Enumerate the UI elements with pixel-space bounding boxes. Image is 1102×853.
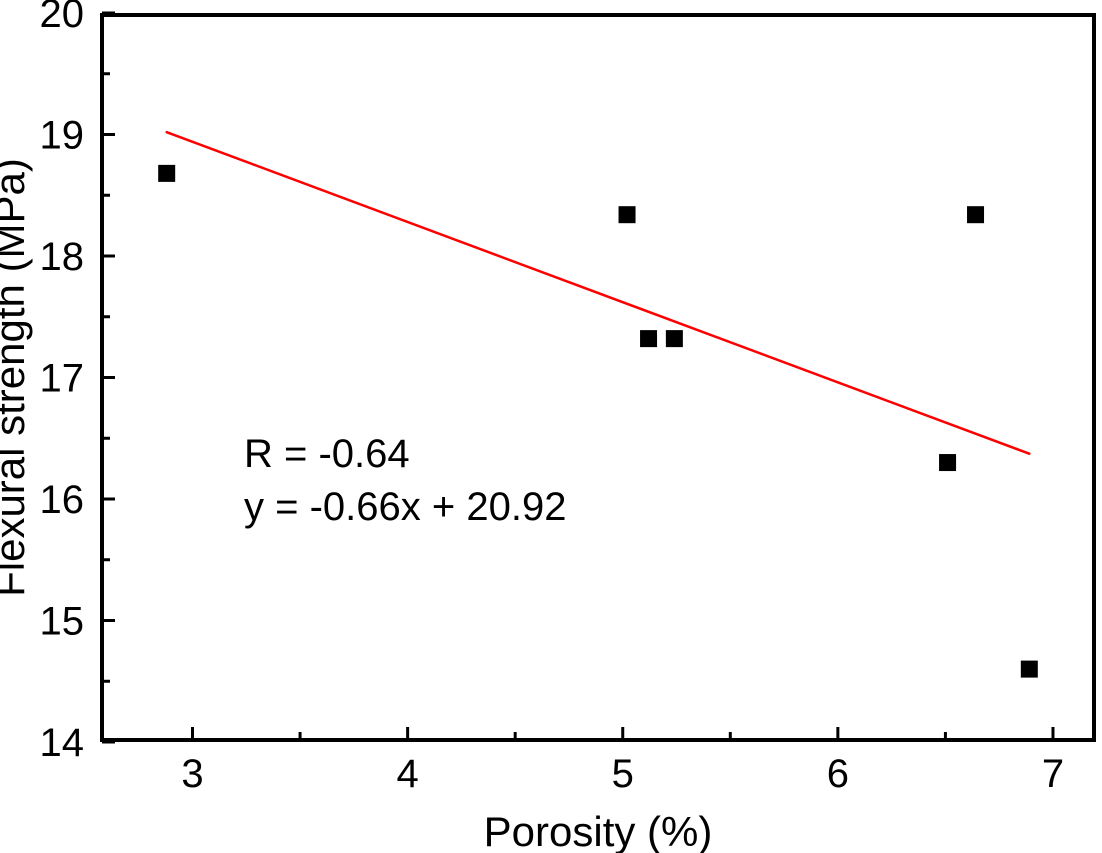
y-axis-title: Flexural strength (MPa)	[0, 158, 33, 597]
data-point	[1020, 660, 1038, 678]
y-tick-label: 18	[40, 235, 85, 279]
y-tick-label: 20	[40, 0, 85, 36]
data-point	[939, 454, 957, 472]
x-axis-title: Porosity (%)	[484, 808, 713, 853]
fit-annotation: R = -0.64 y = -0.66x + 20.92	[244, 428, 566, 534]
x-tick-label: 5	[612, 752, 634, 796]
data-point	[158, 164, 176, 182]
x-tick-label: 7	[1042, 752, 1064, 796]
y-tick-label: 17	[40, 357, 85, 401]
correlation-coefficient-text: R = -0.64	[244, 432, 410, 476]
y-tick-label: 19	[40, 114, 85, 158]
x-tick-label: 6	[827, 752, 849, 796]
x-tick-label: 4	[396, 752, 418, 796]
plot-content: 3 4 5 6 7 14 15 16 17 18 19 20	[40, 0, 1065, 796]
y-tick-label: 14	[40, 721, 85, 765]
plot-border	[100, 13, 1096, 742]
y-tick-label: 16	[40, 478, 85, 522]
fit-equation-text: y = -0.66x + 20.92	[244, 485, 567, 529]
data-point	[618, 206, 636, 224]
data-point	[665, 330, 683, 348]
fit-line	[165, 130, 1031, 455]
data-point	[967, 206, 985, 224]
x-tick-label: 3	[181, 752, 203, 796]
data-point	[640, 330, 658, 348]
y-tick-label: 15	[40, 600, 85, 644]
